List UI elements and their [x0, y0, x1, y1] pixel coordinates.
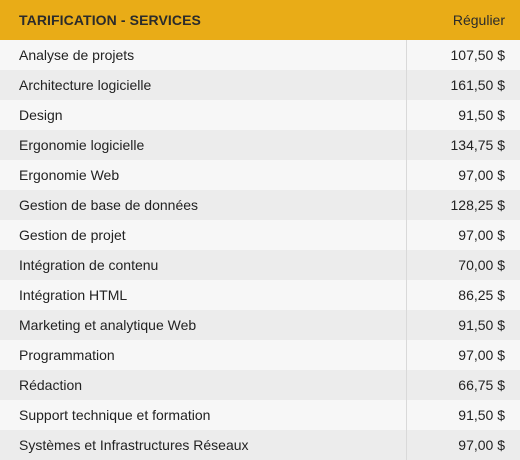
service-price: 128,25 $: [450, 197, 506, 213]
service-price: 91,50 $: [458, 107, 505, 123]
service-name: Ergonomie Web: [0, 160, 407, 190]
table-row: Gestion de base de données 128,25 $: [0, 190, 520, 220]
table-row: Marketing et analytique Web 91,50 $: [0, 310, 520, 340]
table-row: Ergonomie logicielle 134,75 $: [0, 130, 520, 160]
service-price: 70,00 $: [458, 257, 505, 273]
service-price: 107,50 $: [450, 47, 506, 63]
table-row: Design 91,50 $: [0, 100, 520, 130]
service-name: Analyse de projets: [0, 40, 407, 70]
service-name: Design: [0, 100, 407, 130]
service-name: Gestion de projet: [0, 220, 407, 250]
service-price: 97,00 $: [458, 227, 505, 243]
service-price: 161,50 $: [450, 77, 506, 93]
service-price: 91,50 $: [458, 407, 505, 423]
service-name: Ergonomie logicielle: [0, 130, 407, 160]
header-price: Régulier: [452, 12, 505, 28]
service-price: 91,50 $: [458, 317, 505, 333]
service-name: Programmation: [0, 340, 407, 370]
header-row: TARIFICATION - SERVICES Régulier: [0, 0, 520, 40]
table-row: Architecture logicielle 161,50 $: [0, 70, 520, 100]
table-row: Intégration de contenu 70,00 $: [0, 250, 520, 280]
pricing-table-header: TARIFICATION - SERVICES Régulier: [0, 0, 520, 40]
service-price: 97,00 $: [458, 437, 505, 453]
table-row: Programmation 97,00 $: [0, 340, 520, 370]
table-row: Systèmes et Infrastructures Réseaux 97,00…: [0, 430, 520, 460]
table-row: Rédaction 66,75 $: [0, 370, 520, 400]
service-price: 66,75 $: [458, 377, 505, 393]
service-name: Systèmes et Infrastructures Réseaux: [0, 430, 407, 460]
pricing-table-body: Analyse de projets 107,50 $ Architecture l…: [0, 40, 520, 460]
service-name: Architecture logicielle: [0, 70, 407, 100]
service-name: Rédaction: [0, 370, 407, 400]
table-row: Ergonomie Web 97,00 $: [0, 160, 520, 190]
table-row: Support technique et formation 91,50 $: [0, 400, 520, 430]
service-name: Intégration de contenu: [0, 250, 407, 280]
service-name: Marketing et analytique Web: [0, 310, 407, 340]
service-price: 97,00 $: [458, 347, 505, 363]
service-price: 97,00 $: [458, 167, 505, 183]
service-name: Intégration HTML: [0, 280, 407, 310]
table-row: Gestion de projet 97,00 $: [0, 220, 520, 250]
header-service: TARIFICATION - SERVICES: [19, 12, 201, 28]
service-price: 134,75 $: [450, 137, 506, 153]
table-row: Analyse de projets 107,50 $: [0, 40, 520, 70]
table-row: Intégration HTML 86,25 $: [0, 280, 520, 310]
service-price: 86,25 $: [458, 287, 505, 303]
service-name: Gestion de base de données: [0, 190, 407, 220]
service-name: Support technique et formation: [0, 400, 407, 430]
